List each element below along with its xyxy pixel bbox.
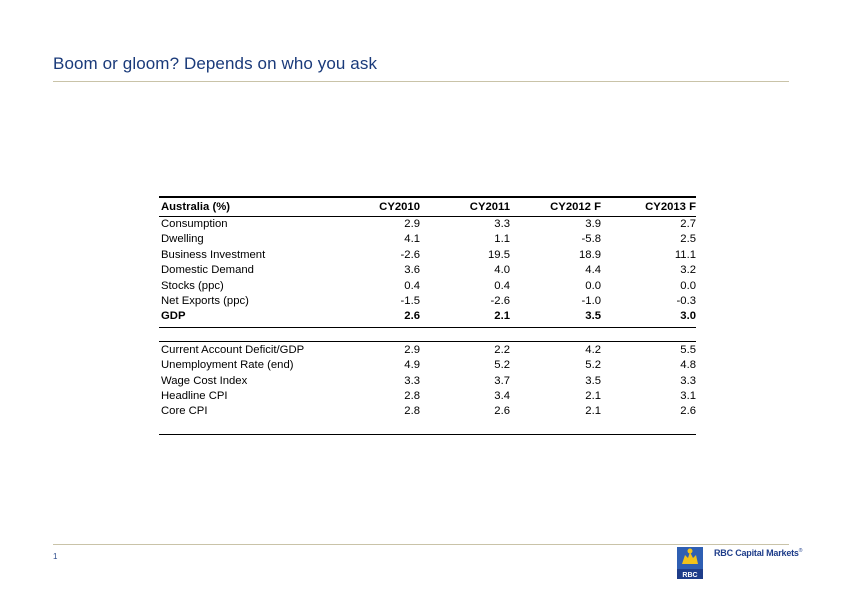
header-cy2013f: CY2013 F — [601, 197, 696, 217]
cell-value: 3.6 — [404, 264, 420, 277]
cell-value: 19.5 — [488, 248, 510, 261]
cell-value: 0.4 — [494, 279, 510, 292]
cell-value: 2.1 — [585, 389, 601, 402]
cell-value: 2.6 — [494, 405, 510, 418]
cell-value: 18.9 — [579, 248, 601, 261]
forecast-table-container: Australia (%) CY2010 CY2011 CY2012 F CY2… — [159, 196, 696, 435]
table-row: Domestic Demand 3.6 4.0 4.4 3.2 — [159, 263, 696, 278]
cell-value: 2.5 — [680, 233, 696, 246]
cell-value: 2.9 — [404, 217, 420, 230]
row-label: Dwelling — [161, 233, 204, 246]
cell-value: 0.4 — [404, 279, 420, 292]
cell-value: 2.8 — [404, 405, 420, 418]
cell-value: 2.6 — [680, 405, 696, 418]
row-label: Unemployment Rate (end) — [161, 359, 294, 372]
cell-value: 3.3 — [494, 217, 510, 230]
rbc-lion-shield-logo: RBC — [676, 546, 704, 580]
gdp-value: 2.6 — [339, 309, 420, 328]
table-row: Stocks (ppc) 0.4 0.4 0.0 0.0 — [159, 279, 696, 294]
cell-value: 1.1 — [494, 233, 510, 246]
gdp-value: 3.0 — [601, 309, 696, 328]
cell-value: 0.0 — [680, 279, 696, 292]
cell-value: 5.2 — [585, 359, 601, 372]
table-row: Current Account Deficit/GDP 2.9 2.2 4.2 … — [159, 340, 696, 359]
table-bottom-rule — [159, 433, 696, 435]
brand-name: RBC Capital Markets® — [714, 548, 802, 558]
gdp-row: GDP 2.6 2.1 3.5 3.0 — [159, 309, 696, 328]
slide-title: Boom or gloom? Depends on who you ask — [53, 54, 378, 73]
gdp-value: 3.5 — [510, 309, 601, 328]
table-row: Wage Cost Index 3.3 3.7 3.5 3.3 — [159, 374, 696, 389]
cell-value: 3.4 — [494, 389, 510, 402]
cell-value: 3.7 — [494, 374, 510, 387]
cell-value: 4.0 — [494, 264, 510, 277]
cell-value: 3.2 — [680, 264, 696, 277]
title-divider — [53, 81, 789, 82]
row-label: Domestic Demand — [161, 264, 254, 277]
australia-forecast-table: Australia (%) CY2010 CY2011 CY2012 F CY2… — [159, 197, 696, 434]
gdp-label: GDP — [159, 309, 339, 328]
table-row: Dwelling 4.1 1.1 -5.8 2.5 — [159, 232, 696, 247]
cell-value: 4.9 — [404, 359, 420, 372]
cell-value: 3.5 — [585, 374, 601, 387]
header-australia: Australia (%) — [159, 197, 339, 217]
cell-value: 4.4 — [585, 264, 601, 277]
cell-value: 4.1 — [404, 233, 420, 246]
table-header-row: Australia (%) CY2010 CY2011 CY2012 F CY2… — [159, 197, 696, 217]
gdp-value: 2.1 — [420, 309, 510, 328]
cell-value: 2.2 — [420, 340, 510, 359]
row-label: Headline CPI — [161, 389, 228, 402]
table-row: Consumption 2.9 3.3 3.9 2.7 — [159, 216, 696, 232]
registered-mark: ® — [798, 548, 803, 554]
row-label: Stocks (ppc) — [161, 279, 224, 292]
cell-value: 2.1 — [585, 405, 601, 418]
footer-divider — [53, 544, 789, 545]
cell-value: 0.0 — [585, 279, 601, 292]
cell-value: 4.2 — [510, 340, 601, 359]
table-top-rule — [159, 196, 696, 198]
cell-value: 3.3 — [404, 374, 420, 387]
table-row: Net Exports (ppc) -1.5 -2.6 -1.0 -0.3 — [159, 294, 696, 309]
row-label: Core CPI — [161, 405, 208, 418]
section-spacer — [159, 327, 696, 341]
brand-name-text: RBC Capital Markets — [714, 548, 799, 558]
cell-value: -0.3 — [676, 294, 696, 307]
cell-value: -5.8 — [581, 233, 601, 246]
cell-value: 4.8 — [680, 359, 696, 372]
cell-value: 11.1 — [674, 248, 696, 261]
cell-value: 2.7 — [680, 217, 696, 230]
cell-value: 2.8 — [404, 389, 420, 402]
cell-value: 3.1 — [680, 389, 696, 402]
cell-value: -1.0 — [581, 294, 601, 307]
cell-value: -1.5 — [400, 294, 420, 307]
page-number: 1 — [53, 552, 58, 561]
cell-value: 2.9 — [339, 340, 420, 359]
cell-value: 3.9 — [585, 217, 601, 230]
table-row: Business Investment -2.6 19.5 18.9 11.1 — [159, 248, 696, 263]
cell-value: -2.6 — [490, 294, 510, 307]
table-row: Core CPI 2.8 2.6 2.1 2.6 — [159, 404, 696, 419]
table-row: Headline CPI 2.8 3.4 2.1 3.1 — [159, 389, 696, 404]
row-label: Net Exports (ppc) — [161, 294, 249, 307]
cell-value: 5.2 — [494, 359, 510, 372]
cell-value: 5.5 — [601, 340, 696, 359]
table-row: Unemployment Rate (end) 4.9 5.2 5.2 4.8 — [159, 358, 696, 373]
row-label: Current Account Deficit/GDP — [159, 340, 339, 359]
logo-text: RBC — [682, 572, 697, 579]
bottom-spacer — [159, 420, 696, 434]
header-cy2012f: CY2012 F — [510, 197, 601, 217]
row-label: Business Investment — [161, 248, 266, 261]
cell-value: 3.3 — [680, 374, 696, 387]
header-cy2011: CY2011 — [420, 197, 510, 217]
header-cy2010: CY2010 — [339, 197, 420, 217]
cell-value: -2.6 — [400, 248, 420, 261]
row-label: Consumption — [161, 217, 228, 230]
row-label: Wage Cost Index — [161, 374, 248, 387]
